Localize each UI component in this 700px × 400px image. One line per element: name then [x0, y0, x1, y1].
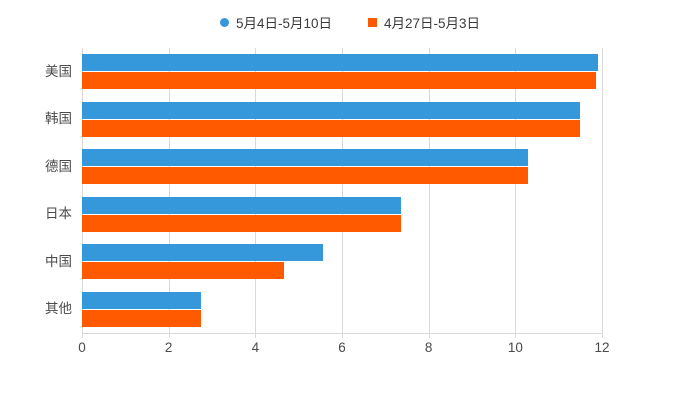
bar-group	[82, 286, 602, 334]
y-tick-label: 韩国	[45, 111, 72, 127]
y-tick-label: 美国	[45, 63, 72, 79]
y-tick-label: 中国	[45, 253, 72, 269]
bar-group	[82, 238, 602, 286]
y-tick-label: 德国	[45, 158, 72, 174]
bar-group	[82, 143, 602, 191]
bar-segment[interactable]	[82, 101, 581, 119]
legend-label-series-0: 5月4日-5月10日	[235, 16, 332, 31]
bar-group	[82, 48, 602, 96]
bar-segment[interactable]	[82, 72, 596, 89]
y-axis-line	[82, 48, 83, 333]
gridline-x-10	[515, 48, 517, 333]
legend-label-series-1: 4月27日-5月3日	[384, 16, 481, 31]
legend-marker-square-icon	[368, 17, 377, 27]
x-axis-tick-labels: 0 2 4 6 8 10 12	[0, 340, 700, 360]
gridline-x-12	[602, 48, 603, 333]
legend-marker-circle-icon	[219, 17, 229, 27]
y-axis-tick-labels: 美国韩国德国日本中国其他	[0, 48, 72, 333]
gridline-x-4	[255, 48, 257, 333]
legend-item-series-1[interactable]: 4月27日-5月3日	[368, 12, 480, 32]
x-tick-label-6: 6	[338, 340, 346, 355]
legend-item-series-0[interactable]: 5月4日-5月10日	[219, 12, 332, 32]
bar-segment[interactable]	[82, 149, 529, 166]
bar-segment[interactable]	[82, 309, 202, 327]
x-tick-mark-4	[255, 333, 257, 338]
bar-segment[interactable]	[82, 244, 323, 261]
x-tick-mark-12	[602, 333, 603, 338]
bar-segment[interactable]	[82, 196, 401, 214]
plot-area	[82, 48, 603, 334]
gridline-x-6	[342, 48, 343, 333]
bar-segment[interactable]	[82, 54, 598, 71]
x-tick-label-10: 10	[507, 340, 523, 355]
bar-group	[82, 191, 602, 239]
y-tick-label: 其他	[45, 301, 72, 317]
bar-segment[interactable]	[82, 262, 284, 279]
bar-group	[82, 96, 602, 144]
x-tick-mark-6	[342, 333, 343, 338]
bar-segment[interactable]	[82, 119, 581, 137]
bar-segment[interactable]	[82, 291, 202, 309]
chart-legend: 5月4日-5月10日 4月27日-5月3日	[0, 10, 700, 34]
x-tick-label-2: 2	[164, 340, 173, 355]
x-tick-label-4: 4	[251, 340, 260, 355]
x-tick-label-12: 12	[594, 340, 610, 355]
bar-segment[interactable]	[82, 214, 401, 232]
x-tick-mark-2	[168, 333, 170, 338]
gridline-x-8	[428, 48, 430, 333]
x-tick-mark-10	[515, 333, 517, 338]
x-tick-label-0: 0	[78, 340, 86, 355]
x-tick-mark-8	[428, 333, 430, 338]
gridline-x-2	[168, 48, 170, 333]
x-tick-mark-0	[82, 333, 83, 338]
bar-segment[interactable]	[82, 167, 529, 184]
y-tick-label: 日本	[45, 206, 72, 222]
x-tick-label-8: 8	[424, 340, 433, 355]
